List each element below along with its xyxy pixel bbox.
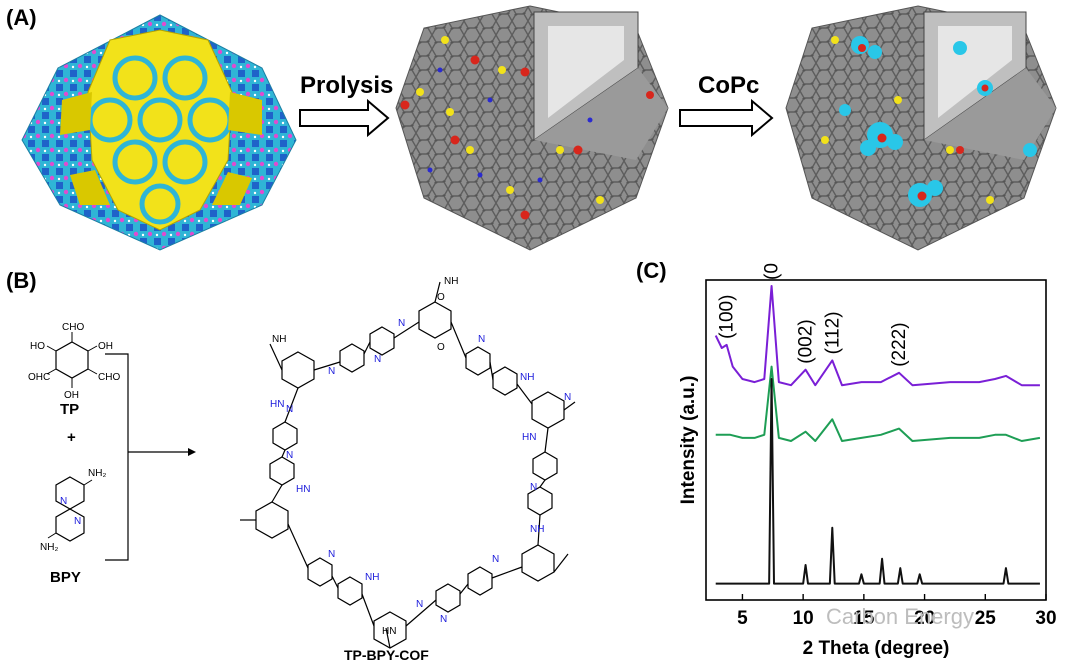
product-label: TP-BPY-COF	[344, 647, 429, 663]
nh-label-top: NH	[444, 276, 458, 287]
cho-label: CHO	[62, 322, 84, 333]
ho-label: HO	[30, 341, 45, 352]
nh2-label: NH₂	[88, 468, 106, 479]
hn-label-2: HN	[296, 484, 310, 495]
x-tick-label-3: 20	[914, 608, 935, 629]
oh-label-2: OH	[64, 390, 79, 401]
n-label-12: N	[328, 549, 335, 560]
nh-label-2: NH	[520, 372, 534, 383]
x-tick-label-5: 30	[1035, 608, 1056, 629]
nh-label-4: NH	[365, 572, 379, 583]
arrow-label-copc: CoPc	[698, 72, 760, 99]
nh-label-3: NH	[530, 524, 544, 535]
n-label-14: N	[286, 404, 293, 415]
n-label-7: N	[564, 392, 571, 403]
hn-label-3: HN	[270, 399, 284, 410]
hn-label-4: HN	[382, 626, 396, 637]
peak-labels: (100) (011) (002)(112) (222)	[717, 262, 910, 367]
n-label-8: N	[530, 482, 537, 493]
n-label-11: N	[416, 599, 423, 610]
o-label-2: O	[437, 342, 445, 353]
n-label-4: N	[374, 354, 381, 365]
y-axis-label: Intensity (a.u.)	[678, 376, 699, 505]
arrow-label-prolysis: Prolysis	[300, 72, 394, 99]
x-axis-label: 2 Theta (degree)	[803, 638, 950, 659]
hn-label-1: HN	[522, 432, 536, 443]
o-label-1: O	[437, 292, 445, 303]
x-ticks	[741, 594, 1047, 600]
series-line-2	[715, 378, 1040, 585]
carbon-polyhedron	[395, 5, 669, 251]
nh-label-5: NH	[272, 334, 286, 345]
cho-label-2: CHO	[98, 372, 120, 383]
plot-frame	[705, 279, 1047, 601]
tp-structure: CHO OH CHO OH OHC HO	[28, 322, 120, 401]
panel-a-illustration	[21, 5, 1057, 251]
peak-label-4: (222)	[889, 322, 910, 366]
plus-sign: +	[67, 429, 76, 446]
n-label-13: N	[286, 450, 293, 461]
x-tick-label-0: 5	[737, 608, 748, 629]
n-label: N	[60, 496, 67, 507]
nh2-label-2: NH₂	[40, 542, 58, 553]
ohc-label: OHC	[28, 372, 50, 383]
watermark-text: Carbon Energy	[826, 604, 974, 629]
n-label-9: N	[492, 554, 499, 565]
cof-hexagon	[240, 281, 576, 649]
cof-atom-labels: NH O O N N N N NH N HN N NH N N N NH N H…	[270, 276, 571, 637]
panel-label-b: (B)	[6, 268, 37, 293]
panel-label-a: (A)	[6, 5, 37, 30]
panel-b-scheme: CHO OH CHO OH OHC HO TP + NH₂ NH₂ N N BP…	[28, 276, 576, 663]
x-tick-label-2: 15	[853, 608, 875, 629]
series-line-1	[715, 365, 1041, 442]
n-label-10: N	[440, 614, 447, 625]
x-tick-label-1: 10	[793, 608, 814, 629]
peak-label-0: (100)	[717, 295, 738, 339]
tp-label: TP	[60, 401, 79, 418]
n-label-3: N	[398, 318, 405, 329]
peak-label-1: (011)	[762, 262, 783, 280]
n-label-2: N	[74, 516, 81, 527]
bpy-structure: NH₂ NH₂ N N	[40, 468, 106, 553]
series-line-0	[714, 285, 1040, 387]
copc-carbon-polyhedron	[785, 5, 1057, 251]
n-label-6: N	[478, 334, 485, 345]
series-group	[714, 285, 1041, 585]
x-tick-labels: 5 10 15 20 25 30	[737, 608, 1056, 629]
peak-label-3: (112)	[822, 311, 843, 354]
xrd-chart: 5 10 15 20 25 30 (100) (011) (002)(112) (222) 2 …	[678, 262, 1057, 659]
x-tick-label-4: 25	[975, 608, 997, 629]
cof-polyhedron	[21, 14, 297, 251]
panel-label-c: (C)	[636, 258, 667, 283]
n-label-5: N	[328, 366, 335, 377]
peak-label-2: (002)	[796, 319, 817, 363]
bpy-label: BPY	[50, 569, 81, 586]
oh-label: OH	[98, 341, 113, 352]
